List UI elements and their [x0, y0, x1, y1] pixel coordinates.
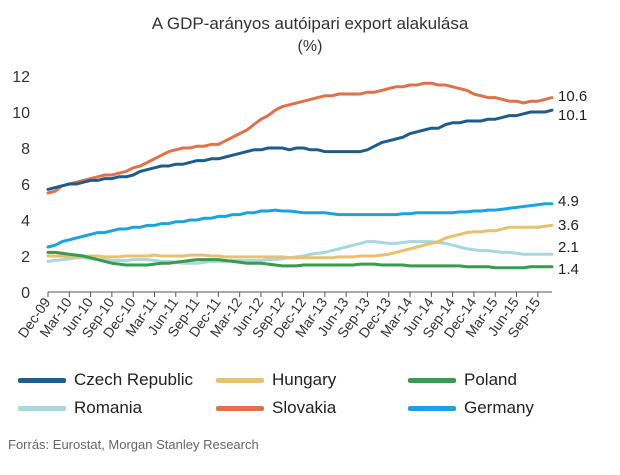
- end-label-slovakia: 10.6: [558, 88, 587, 105]
- legend-label: Poland: [464, 370, 517, 389]
- end-label-poland: 1.4: [558, 261, 579, 278]
- legend-swatch: [18, 377, 66, 383]
- legend-item-slovakia: Slovakia: [216, 398, 336, 418]
- series-line-hungary: [46, 223, 554, 260]
- y-tick-label: 0: [21, 285, 30, 302]
- series-line-poland: [46, 250, 554, 270]
- legend-label: Slovakia: [272, 398, 337, 417]
- legend-label: Hungary: [272, 370, 337, 389]
- chart-title: A GDP-arányos autóipari export alakulása: [151, 14, 469, 33]
- legend-label: Romania: [74, 398, 143, 417]
- y-tick-label: 10: [12, 105, 30, 122]
- legend-swatch: [408, 405, 456, 411]
- end-label-hungary: 3.6: [558, 217, 579, 234]
- chart-subtitle: (%): [297, 38, 323, 55]
- y-tick-label: 8: [21, 141, 30, 158]
- y-tick-label: 4: [21, 213, 30, 230]
- legend-swatch: [216, 405, 264, 411]
- legend-item-czech-republic: Czech Republic: [18, 370, 193, 390]
- y-tick-label: 2: [21, 249, 30, 266]
- legend-swatch: [408, 377, 456, 383]
- series-line-romania: [46, 240, 554, 265]
- series-line-czech-republic: [46, 108, 554, 191]
- end-label-romania: 2.1: [558, 239, 579, 256]
- legend-item-romania: Romania: [18, 398, 142, 418]
- series-line-slovakia: [46, 81, 554, 195]
- source-note: Forrás: Eurostat, Morgan Stanley Researc…: [8, 437, 259, 452]
- end-label-czech-republic: 10.1: [558, 107, 587, 124]
- legend-label: Germany: [464, 398, 534, 417]
- end-label-germany: 4.9: [558, 193, 579, 210]
- legend-label: Czech Republic: [74, 370, 194, 389]
- legend-item-hungary: Hungary: [216, 370, 336, 390]
- legend-swatch: [18, 405, 66, 411]
- legend-item-germany: Germany: [408, 398, 534, 418]
- legend-item-poland: Poland: [408, 370, 517, 390]
- legend-swatch: [216, 377, 264, 383]
- y-tick-label: 12: [12, 69, 30, 86]
- y-tick-label: 6: [21, 177, 30, 194]
- series-line-germany: [46, 202, 554, 249]
